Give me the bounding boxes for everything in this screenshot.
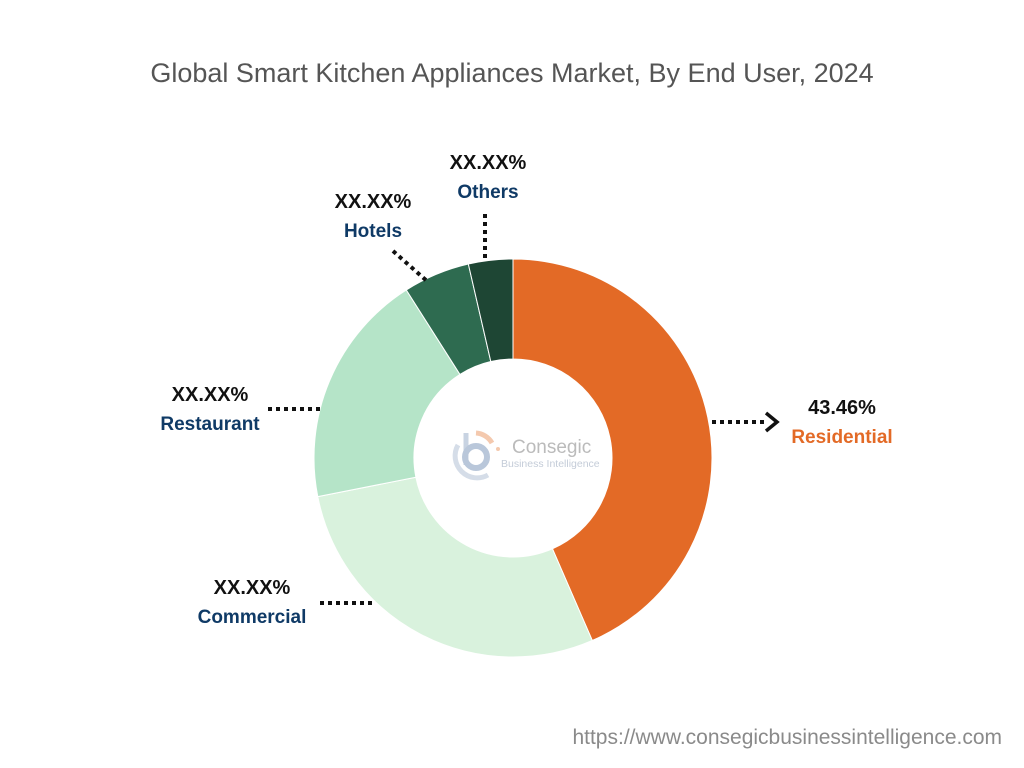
label-others: XX.XX% Others bbox=[426, 148, 550, 208]
label-hotels: XX.XX% Hotels bbox=[311, 187, 435, 247]
consegic-logo-icon bbox=[452, 430, 500, 481]
slice-commercial bbox=[317, 476, 593, 658]
name-others: Others bbox=[457, 182, 519, 203]
pct-restaurant: XX.XX% bbox=[171, 384, 249, 406]
label-residential: 43.46% Residential bbox=[780, 393, 904, 453]
slice-restaurant bbox=[313, 289, 461, 498]
pct-commercial: XX.XX% bbox=[213, 577, 291, 599]
slice-others bbox=[467, 258, 514, 363]
name-commercial: Commercial bbox=[197, 607, 307, 628]
label-restaurant: XX.XX% Restaurant bbox=[148, 380, 272, 440]
name-restaurant: Restaurant bbox=[160, 414, 260, 435]
slice-residential bbox=[512, 258, 713, 642]
chart-title: Global Smart Kitchen Appliances Market, … bbox=[150, 58, 874, 88]
pct-hotels: XX.XX% bbox=[334, 191, 412, 213]
leader-hotels bbox=[391, 249, 430, 284]
name-residential: Residential bbox=[791, 427, 893, 448]
pct-others: XX.XX% bbox=[449, 152, 527, 174]
source-url[interactable]: https://www.consegicbusinessintelligence… bbox=[572, 726, 1002, 749]
arrow-head-icon bbox=[764, 411, 780, 433]
watermark-brand: Consegic bbox=[512, 437, 592, 458]
name-hotels: Hotels bbox=[343, 221, 403, 242]
pct-residential: 43.46% bbox=[808, 397, 876, 419]
leader-lines bbox=[268, 214, 768, 605]
watermark-tagline: Business Intelligence bbox=[501, 458, 600, 470]
label-commercial: XX.XX% Commercial bbox=[190, 573, 314, 633]
